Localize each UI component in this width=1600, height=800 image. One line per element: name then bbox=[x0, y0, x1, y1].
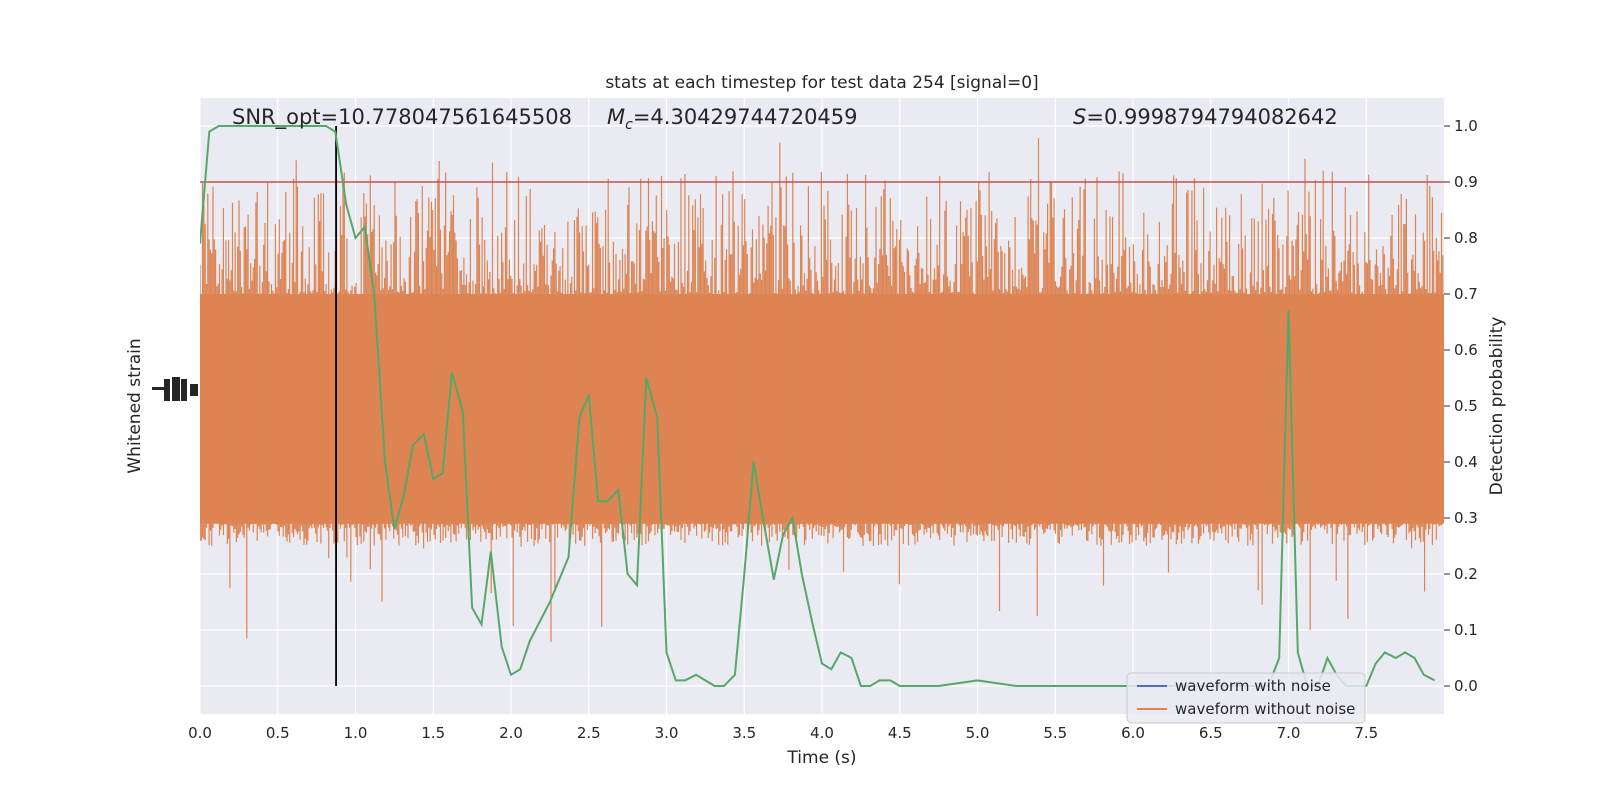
x-tick-label: 3.0 bbox=[655, 724, 679, 742]
annotation-chirp-mass: Mc=4.30429744720459 bbox=[607, 105, 858, 133]
x-tick-label: 3.5 bbox=[732, 724, 756, 742]
annotation-snr: SNR_opt=10.778047561645508 bbox=[232, 105, 572, 130]
series-line-detection-probability bbox=[200, 125, 1436, 687]
x-tick-label: 2.0 bbox=[499, 724, 523, 742]
x-tick-label: 5.0 bbox=[966, 724, 990, 742]
y-tick-label: 0.0 bbox=[1454, 677, 1478, 695]
y-tick-label: 0.2 bbox=[1454, 565, 1478, 583]
x-tick-label: 0.0 bbox=[188, 724, 212, 742]
mc-symbol: M bbox=[607, 105, 625, 129]
y-axis-right-label: Detection probability bbox=[1487, 317, 1507, 496]
y-tick-label: 0.8 bbox=[1454, 229, 1478, 247]
left-axis-collapsed-ticks bbox=[152, 377, 198, 401]
x-tick-label: 7.0 bbox=[1277, 724, 1301, 742]
chart-title: stats at each timestep for test data 254… bbox=[605, 73, 1038, 93]
annotation-s: S=0.9998794794082642 bbox=[1073, 105, 1338, 129]
x-tick-label: 1.5 bbox=[421, 724, 445, 742]
x-tick-label: 7.5 bbox=[1354, 724, 1378, 742]
s-symbol: S bbox=[1073, 105, 1086, 129]
legend-box bbox=[1126, 672, 1366, 724]
y-tick-label: 0.9 bbox=[1454, 173, 1478, 191]
y-axis-right-ticks: 0.0 0.1 0.2 0.3 0.4 0.5 0.6 0.7 0.8 0.9 1.0 bbox=[1444, 117, 1478, 695]
x-tick-label: 0.5 bbox=[266, 724, 290, 742]
x-tick-label: 1.0 bbox=[344, 724, 368, 742]
y-tick-label: 0.5 bbox=[1454, 397, 1478, 415]
x-tick-label: 4.0 bbox=[810, 724, 834, 742]
legend-label-waveform-with-noise: waveform with noise bbox=[1175, 677, 1331, 695]
x-tick-label: 4.5 bbox=[888, 724, 912, 742]
mc-subscript: c bbox=[625, 117, 633, 133]
y-tick-label: 0.4 bbox=[1454, 453, 1478, 471]
mc-value: =4.30429744720459 bbox=[633, 105, 858, 129]
x-tick-label: 2.5 bbox=[577, 724, 601, 742]
y-tick-label: 0.6 bbox=[1454, 341, 1478, 359]
noise-band-spikes bbox=[200, 138, 1444, 642]
x-axis-label: Time (s) bbox=[786, 748, 856, 768]
x-tick-label: 6.5 bbox=[1199, 724, 1223, 742]
x-axis-ticks: 0.0 0.5 1.0 1.5 2.0 2.5 3.0 3.5 4.0 4.5 5.0 5.5 6.0 6… bbox=[188, 724, 1378, 742]
x-tick-label: 5.5 bbox=[1043, 724, 1067, 742]
x-tick-label: 6.0 bbox=[1121, 724, 1145, 742]
y-tick-label: 0.3 bbox=[1454, 509, 1478, 527]
y-tick-label: 0.7 bbox=[1454, 285, 1478, 303]
legend: waveform with noise waveform without noi… bbox=[1126, 672, 1366, 724]
noise-band-waveform-without-noise bbox=[200, 138, 1444, 642]
y-tick-label: 0.1 bbox=[1454, 621, 1478, 639]
s-value: =0.9998794794082642 bbox=[1086, 105, 1337, 129]
legend-label-waveform-without-noise: waveform without noise bbox=[1175, 700, 1355, 718]
y-tick-label: 1.0 bbox=[1454, 117, 1478, 135]
y-axis-left-label: Whitened strain bbox=[125, 338, 145, 473]
